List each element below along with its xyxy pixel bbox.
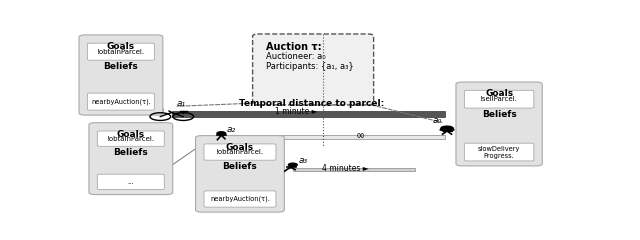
- Bar: [172, 111, 445, 117]
- Text: nearbyAuction(τ).: nearbyAuction(τ).: [210, 196, 270, 202]
- Bar: [227, 135, 445, 138]
- FancyBboxPatch shape: [196, 136, 284, 212]
- FancyBboxPatch shape: [204, 191, 276, 207]
- Text: Goals: Goals: [485, 90, 513, 98]
- FancyBboxPatch shape: [465, 90, 534, 108]
- FancyBboxPatch shape: [88, 93, 154, 110]
- Text: a₁: a₁: [177, 99, 186, 108]
- Text: 1 minute ►: 1 minute ►: [275, 107, 317, 115]
- FancyBboxPatch shape: [253, 34, 374, 105]
- Text: !obtainParcel.: !obtainParcel.: [216, 149, 264, 155]
- FancyBboxPatch shape: [456, 82, 542, 166]
- Text: 4 minutes ►: 4 minutes ►: [322, 164, 369, 173]
- FancyBboxPatch shape: [97, 174, 164, 190]
- Text: ...: ...: [127, 179, 134, 185]
- Text: ∞: ∞: [356, 131, 365, 141]
- FancyBboxPatch shape: [89, 123, 173, 195]
- Text: Beliefs: Beliefs: [104, 62, 138, 71]
- Text: a₂: a₂: [227, 125, 236, 134]
- FancyBboxPatch shape: [204, 144, 276, 160]
- Text: Goals: Goals: [116, 130, 145, 139]
- Text: a₀: a₀: [433, 116, 442, 125]
- Text: Goals: Goals: [226, 143, 254, 152]
- FancyBboxPatch shape: [465, 143, 534, 161]
- Circle shape: [441, 126, 453, 131]
- Text: Participants: {a₁, a₃}: Participants: {a₁, a₃}: [266, 62, 354, 71]
- Text: !sellParcel.: !sellParcel.: [480, 96, 518, 102]
- Text: a₃: a₃: [299, 156, 308, 164]
- Text: !obtainParcel.: !obtainParcel.: [107, 136, 155, 142]
- FancyBboxPatch shape: [88, 43, 154, 60]
- FancyBboxPatch shape: [79, 35, 163, 115]
- Text: Auctioneer: a₀: Auctioneer: a₀: [266, 52, 326, 61]
- Text: nearbyAuction(τ).: nearbyAuction(τ).: [91, 98, 151, 105]
- Text: Temporal distance to parcel:: Temporal distance to parcel:: [239, 99, 384, 108]
- FancyBboxPatch shape: [97, 131, 164, 146]
- Text: slowDelivery
Progress.: slowDelivery Progress.: [478, 146, 520, 159]
- Text: !obtainParcel.: !obtainParcel.: [97, 49, 145, 55]
- Circle shape: [217, 132, 226, 135]
- Bar: [293, 168, 415, 171]
- Text: Auction τ:: Auction τ:: [266, 42, 322, 52]
- Bar: [443, 130, 451, 132]
- Text: Beliefs: Beliefs: [113, 148, 148, 157]
- Text: Beliefs: Beliefs: [482, 110, 516, 119]
- Text: Goals: Goals: [107, 42, 135, 51]
- Text: Beliefs: Beliefs: [223, 162, 257, 171]
- Circle shape: [289, 163, 297, 166]
